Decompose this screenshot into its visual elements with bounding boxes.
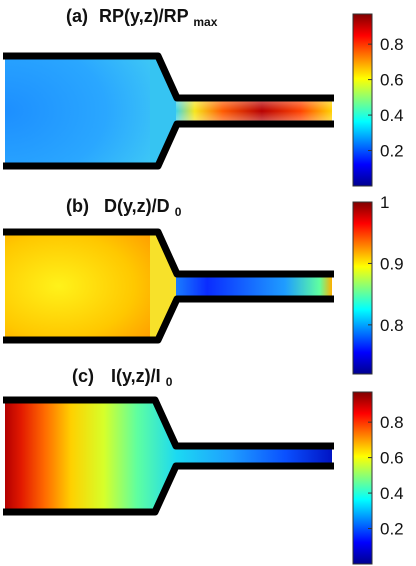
- panel-c-bottom-wall: [3, 462, 334, 516]
- panel-b-colorbar-tick-label: 1: [380, 193, 389, 212]
- panel-c-colorbar-bar: [352, 391, 373, 565]
- panel-a-top-wall: [3, 52, 334, 102]
- panel-c-top-wall: [3, 396, 334, 450]
- panel-c-colorbar: 0.2 0.4 0.6 0.8: [352, 391, 404, 565]
- panel-a-wide-region: [5, 58, 158, 164]
- panel-b-colorbar-tick-label: 0.9: [380, 254, 404, 273]
- panel-b-colorbar-bar: [352, 201, 373, 375]
- panel-a-bottom-wall: [3, 120, 334, 170]
- panel-a-label: (a): [66, 6, 88, 26]
- panel-b-colorbar-tick-label: 0.8: [380, 316, 404, 335]
- panel-b-top-wall: [3, 228, 334, 278]
- panel-b-label: (b): [66, 196, 89, 216]
- panel-c-label: (c): [72, 366, 94, 386]
- panel-a-colorbar-bar: [352, 13, 373, 187]
- panel-c-heatmap: [3, 396, 334, 516]
- panel-a: (a) RP(y,z)/RP max 0.2 0.4 0.6 0.8: [3, 6, 404, 187]
- panel-b-title-sub: 0: [175, 205, 182, 219]
- panel-b-narrow-region: [176, 276, 332, 298]
- panel-b: (b) D(y,z)/D 0 0.8 0.9 1: [3, 193, 404, 375]
- panel-a-colorbar-tick-label: 0.4: [380, 106, 404, 125]
- svg-text:(a) RP(y,z)/RP max: (a) RP(y,z)/RP max: [66, 6, 218, 29]
- panel-a-colorbar-tick-label: 0.2: [380, 142, 404, 161]
- panel-a-colorbar: 0.2 0.4 0.6 0.8: [352, 13, 404, 187]
- panel-c-colorbar-tick-label: 0.6: [380, 449, 404, 468]
- panel-c: (c) I(y,z)/I 0 0.2 0.4 0.6 0.8: [3, 366, 404, 565]
- panel-a-colorbar-tick-label: 0.8: [380, 35, 404, 54]
- panel-a-title: RP(y,z)/RP: [99, 6, 189, 26]
- panel-c-colorbar-tick-label: 0.4: [380, 484, 404, 503]
- panel-c-field: [5, 402, 332, 510]
- panel-a-heatmap: [3, 52, 334, 170]
- panel-c-colorbar-tick-label: 0.2: [380, 520, 404, 539]
- svg-text:(b) D(y,z)/D 0: (b) D(y,z)/D 0: [66, 196, 182, 219]
- panel-a-colorbar-tick-label: 0.6: [380, 71, 404, 90]
- panel-b-wide-region: [5, 234, 158, 338]
- panel-c-title-sub: 0: [166, 375, 173, 389]
- panel-c-title: I(y,z)/I: [111, 366, 161, 386]
- panel-b-title: D(y,z)/D: [104, 196, 170, 216]
- svg-text:(c) I(y,z)/I 0: (c) I(y,z)/I 0: [72, 366, 173, 389]
- panel-c-colorbar-tick-label: 0.8: [380, 413, 404, 432]
- panel-b-heatmap: [3, 228, 334, 344]
- panel-b-bottom-wall: [3, 295, 334, 344]
- panel-b-colorbar: 0.8 0.9 1: [352, 193, 404, 375]
- panel-a-title-sub: max: [193, 15, 217, 29]
